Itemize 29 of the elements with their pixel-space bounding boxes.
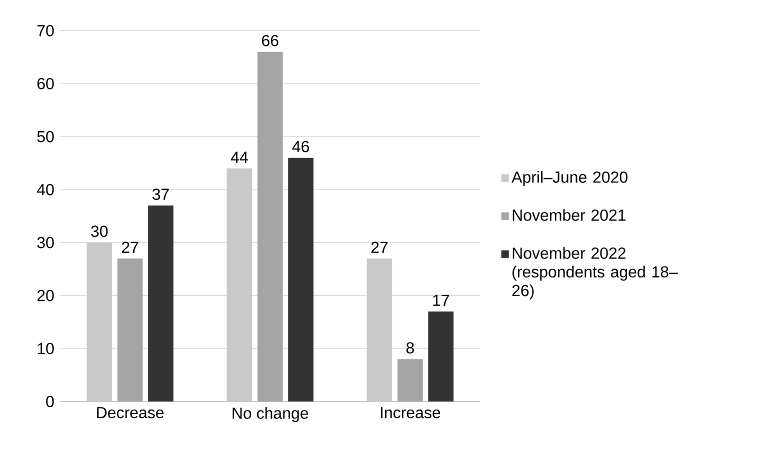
y-tick-label: 20 bbox=[37, 290, 54, 302]
data-label: 27 bbox=[371, 242, 388, 253]
y-tick-label: 30 bbox=[37, 236, 54, 248]
data-label: 17 bbox=[433, 294, 449, 306]
x-tick-label: Decrease bbox=[97, 407, 164, 418]
data-label: 27 bbox=[122, 242, 138, 253]
y-tick-label: 70 bbox=[37, 25, 54, 36]
data-label: 46 bbox=[292, 140, 309, 152]
legend-label: November 2022 (respondents aged 18–26) bbox=[512, 247, 678, 300]
data-label: 8 bbox=[406, 342, 414, 354]
bar bbox=[428, 312, 454, 402]
bar bbox=[398, 359, 423, 402]
legend-label: November 2021 bbox=[512, 209, 626, 221]
y-tick-label: 60 bbox=[37, 78, 54, 90]
y-tick-label: 50 bbox=[37, 131, 54, 142]
y-tick-label: 10 bbox=[38, 342, 54, 354]
data-label: 30 bbox=[91, 226, 108, 238]
x-tick-label: No change bbox=[232, 407, 308, 422]
legend-label: April–June 2020 bbox=[512, 171, 628, 186]
bar bbox=[148, 206, 174, 402]
x-tick-label: Increase bbox=[380, 407, 440, 418]
data-label: 66 bbox=[262, 35, 278, 46]
bar bbox=[117, 258, 143, 402]
y-tick-label: 40 bbox=[37, 184, 54, 196]
data-label: 44 bbox=[230, 152, 248, 163]
bar bbox=[288, 158, 314, 402]
bar bbox=[257, 52, 283, 402]
data-label: 37 bbox=[152, 188, 169, 200]
y-tick-label: 0 bbox=[46, 396, 54, 408]
